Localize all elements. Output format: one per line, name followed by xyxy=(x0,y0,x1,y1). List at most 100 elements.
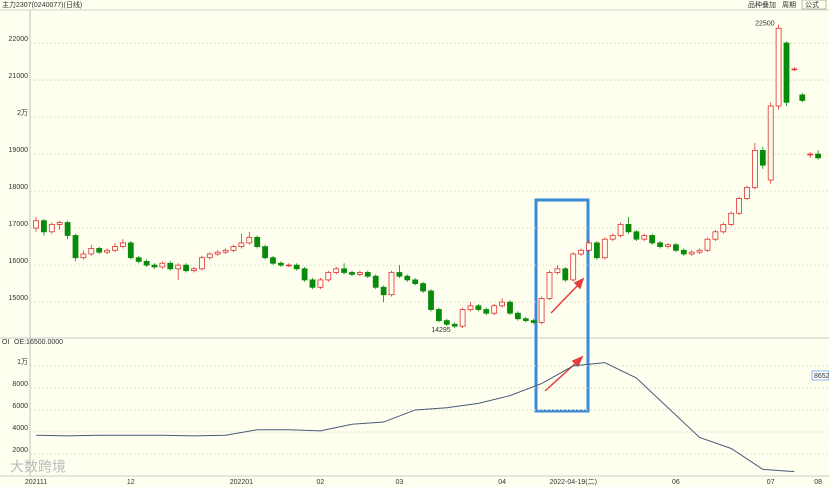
candle-body xyxy=(665,244,671,248)
candle-body xyxy=(783,42,790,103)
candle-body xyxy=(56,222,63,225)
candle-body xyxy=(601,238,608,259)
candle-body xyxy=(578,249,584,255)
candle-body xyxy=(499,301,506,307)
y-tick-label: 8000 xyxy=(12,381,28,388)
candle-body xyxy=(688,251,695,255)
high-label: 22500 xyxy=(755,20,775,27)
y-tick-label: 15000 xyxy=(9,295,29,302)
candle-body xyxy=(467,305,474,310)
candle-body xyxy=(807,153,814,156)
header-button[interactable]: 周期 xyxy=(782,1,796,9)
candle-body xyxy=(720,223,727,233)
candle-body xyxy=(183,264,190,272)
candle-body xyxy=(230,246,237,251)
candle-body xyxy=(120,242,126,248)
candle-body xyxy=(530,320,537,323)
x-tick-label: 2022-04-19(二) xyxy=(549,479,596,486)
candle-body xyxy=(72,235,79,259)
candle-body xyxy=(270,257,276,264)
candle-body xyxy=(80,253,87,259)
candle-body xyxy=(214,251,221,255)
y-tick-label: 6000 xyxy=(12,403,28,410)
candle-body xyxy=(135,257,142,262)
candle-body xyxy=(396,272,403,277)
candle-body xyxy=(404,275,411,281)
candle-body xyxy=(96,248,103,253)
oi-line xyxy=(35,362,795,473)
oi-label: OE:16500.0000 xyxy=(14,339,63,346)
candle-body xyxy=(309,279,316,288)
candle-body xyxy=(206,253,213,259)
candle-body xyxy=(475,305,482,310)
candle-body xyxy=(380,286,387,296)
candle-body xyxy=(127,242,134,259)
candle-body xyxy=(293,264,300,270)
candle-body xyxy=(704,238,711,251)
x-tick-label: 02 xyxy=(317,479,325,486)
candle-body xyxy=(191,268,197,272)
candle-body xyxy=(451,323,458,327)
candle-body xyxy=(728,212,735,225)
candle-body xyxy=(349,272,355,275)
candle-body xyxy=(815,153,821,159)
x-tick-label: 03 xyxy=(396,479,404,486)
y-tick-label: 19000 xyxy=(9,147,29,154)
candle-body xyxy=(238,242,245,248)
candle-body xyxy=(791,68,798,71)
candle-body xyxy=(712,231,719,240)
candle-body xyxy=(159,262,166,268)
candle-body xyxy=(301,268,308,281)
candle-body xyxy=(356,272,363,275)
side-box xyxy=(811,370,829,381)
candle-body xyxy=(262,246,269,259)
candle-body xyxy=(222,249,229,253)
candle-body xyxy=(657,242,663,248)
header-button[interactable]: 品种叠加 xyxy=(748,0,776,9)
candle-body xyxy=(64,222,71,236)
y-tick-label: 2000 xyxy=(12,447,28,454)
candle-body xyxy=(759,149,766,166)
y-tick-label: 22000 xyxy=(9,36,29,43)
candle-body xyxy=(388,272,395,296)
highlight-box xyxy=(534,198,590,413)
y-tick-label: 2万 xyxy=(17,109,28,117)
candle-body xyxy=(507,301,513,314)
candle-body xyxy=(562,268,569,281)
candle-body xyxy=(325,272,332,281)
header-button[interactable]: 公式 xyxy=(805,0,819,9)
y-tick-label: 17000 xyxy=(9,221,29,228)
candle-body xyxy=(198,257,205,270)
candle-body xyxy=(285,264,292,267)
x-tick-label: 04 xyxy=(498,479,506,486)
low-label: 14295 xyxy=(431,327,451,334)
candle-body xyxy=(333,268,340,273)
header-title: 主力2307(0240077)(日线) xyxy=(2,0,82,9)
candle-body xyxy=(538,298,545,323)
candle-body xyxy=(277,262,284,266)
candle-body xyxy=(594,242,600,259)
candle-body xyxy=(546,272,553,299)
candle-body xyxy=(372,275,379,288)
candle-body xyxy=(364,272,371,277)
button-frame xyxy=(801,0,827,10)
candle-body xyxy=(41,220,47,233)
x-tick-label: 202111 xyxy=(25,479,47,486)
candle-body xyxy=(680,249,687,255)
candle-body xyxy=(570,253,577,281)
candle-body xyxy=(736,198,742,214)
candle-body xyxy=(246,236,253,244)
y-tick-label: 21000 xyxy=(9,73,29,80)
candle-body xyxy=(799,94,806,101)
oi-name: OI xyxy=(2,339,9,346)
x-tick-label: 07 xyxy=(767,479,775,486)
candle-body xyxy=(48,223,55,233)
x-tick-label: 202201 xyxy=(230,479,253,486)
y-tick-label: 4000 xyxy=(12,425,28,432)
candle-body xyxy=(673,244,679,251)
candle-body xyxy=(420,283,427,292)
candle-body xyxy=(317,279,324,288)
watermark: 大数跨境 xyxy=(10,459,66,475)
